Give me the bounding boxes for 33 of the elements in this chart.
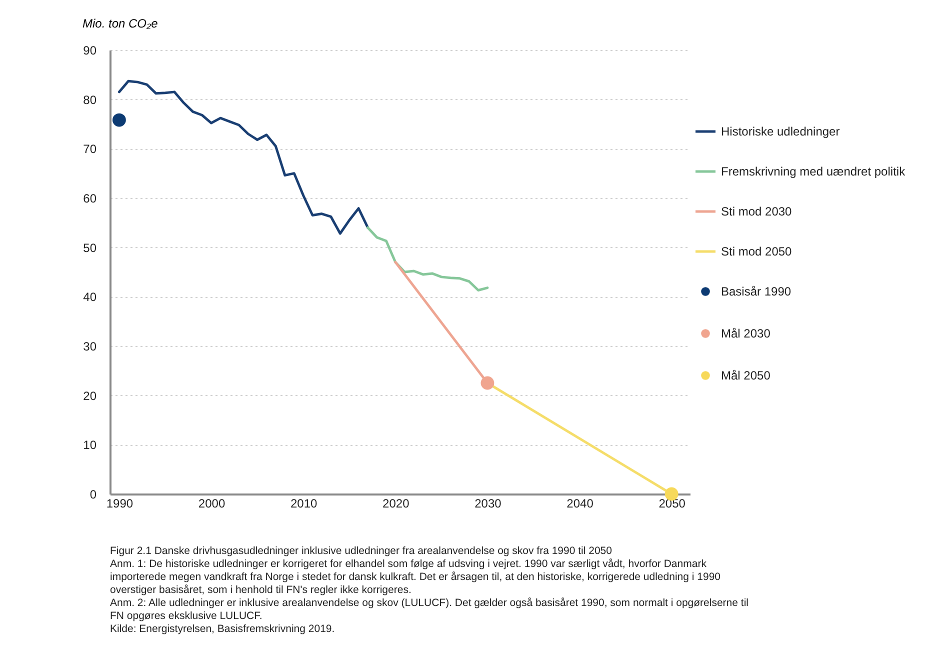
y-tick-label: 10 [83, 438, 97, 452]
legend-label: Mål 2030 [721, 326, 771, 340]
legend-label: Mål 2050 [721, 368, 771, 382]
y-tick-label: 0 [90, 488, 97, 502]
y-tick-label: 50 [83, 240, 97, 255]
text: Kilde: Energistyrelsen, Basisfremskrivning 2019. [110, 623, 336, 636]
legend-label: Historiske udledninger [721, 124, 840, 138]
legend-label: Fremskrivning med uændret politik [721, 164, 906, 178]
y-tick-label: 20 [83, 388, 97, 403]
x-tick-label: 2050 [658, 496, 686, 510]
text: Anm. 2: Alle udledninger er inklusive arealanvendelse og skov (LULUCF). Det gælder også basisåret 1990, som normalt i opgørelserne til FN opgøres eksklusive LULUCF. [110, 597, 750, 623]
y-tick-label: 40 [83, 290, 97, 304]
text: Anm. 1: De historiske udledninger er korrigeret for elhandel som følge af udsving i vejret. 1990 var særligt vådt, hvorfor Danmark importerede megen vandkraft fra Norge i stedet for dansk kulkraft. Det er årsagen til, at den historiske, korrigerede udledning i 1990 overstiger basisåret, som i henhold til FN's regler ikke korrigeres. [110, 558, 722, 597]
y-tick-label: 80 [83, 92, 97, 107]
point [480, 376, 494, 390]
text: Figur 2.1 Danske drivhusgasudledninger inklusive udledninger fra arealanvendelse og skov fra 1990 til 2050 [110, 545, 613, 558]
y-axis-title: Mio. ton CO₂e [82, 16, 158, 30]
y-tick-label: 60 [83, 192, 97, 206]
legend-label: Sti mod 2050 [721, 244, 792, 258]
line-series [366, 226, 489, 292]
x-tick-label: 2020 [382, 496, 410, 510]
x-tick-label: 2030 [474, 496, 502, 510]
x-tick-label: 1990 [106, 496, 134, 510]
x-tick-label: 2000 [198, 496, 226, 510]
legend-label: Basisår 1990 [721, 284, 792, 298]
y-tick-label: 70 [83, 142, 97, 156]
legend-label: Sti mod 2030 [721, 204, 792, 218]
y-tick-label: 30 [83, 340, 97, 354]
y-tick-label: 90 [83, 44, 97, 58]
line-series [118, 80, 370, 235]
x-tick-label: 2010 [290, 496, 318, 510]
point [112, 113, 126, 127]
x-tick-label: 2040 [566, 496, 594, 510]
